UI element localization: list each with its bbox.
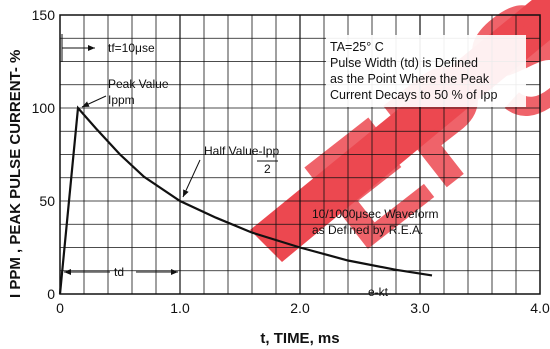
svg-text:as Defined by R.E.A.: as Defined by R.E.A. — [312, 223, 423, 237]
ekt-label: e-kt — [368, 285, 389, 299]
svg-text:TA=25° C: TA=25° C — [330, 40, 384, 54]
x-tick-labels: 0 1.0 2.0 3.0 4.0 — [56, 300, 550, 316]
y-tick-labels: 0 50 100 150 — [32, 7, 56, 302]
y-tick-label: 50 — [39, 193, 55, 209]
series-line — [58, 105, 433, 295]
tf-annotation: tf=10μse — [61, 34, 155, 62]
svg-text:10/1000μsec Waveform: 10/1000μsec Waveform — [312, 207, 439, 221]
x-tick-label: 2.0 — [290, 300, 310, 316]
x-tick-label: 1.0 — [170, 300, 190, 316]
test-conditions-note: TA=25° C Pulse Width (td) is Defined as … — [326, 35, 526, 107]
svg-text:Ippm: Ippm — [108, 93, 135, 107]
td-annotation: td — [64, 262, 181, 282]
y-tick-label: 150 — [32, 7, 56, 23]
x-tick-label: 4.0 — [530, 300, 550, 316]
peak-annotation: Peak Value Ippm — [81, 77, 169, 108]
plot-frame — [59, 14, 541, 295]
x-tick-label: 3.0 — [410, 300, 430, 316]
svg-text:Half Value-Ipp: Half Value-Ipp — [204, 144, 279, 158]
svg-text:Current Decays to 50 % of Ipp: Current Decays to 50 % of Ipp — [330, 88, 497, 102]
waveform-note: 10/1000μsec Waveform as Defined by R.E.A… — [312, 207, 439, 237]
svg-text:Pulse Width (td) is Defined: Pulse Width (td) is Defined — [330, 56, 478, 70]
y-axis-label: I PPM , PEAK PULSE CURRENT- % — [7, 50, 24, 298]
svg-text:2: 2 — [264, 162, 271, 176]
svg-text:Peak Value: Peak Value — [108, 77, 169, 91]
svg-text:tf=10μse: tf=10μse — [108, 41, 155, 55]
half-value-annotation: Half Value-Ipp 2 — [182, 144, 279, 198]
svg-text:as the Point Where the Peak: as the Point Where the Peak — [330, 72, 490, 86]
y-tick-label: 100 — [32, 100, 56, 116]
x-axis-label: t, TIME, ms — [260, 330, 339, 347]
svg-text:td: td — [114, 265, 124, 279]
y-tick-label: 0 — [47, 286, 55, 302]
x-tick-label: 0 — [56, 300, 64, 316]
